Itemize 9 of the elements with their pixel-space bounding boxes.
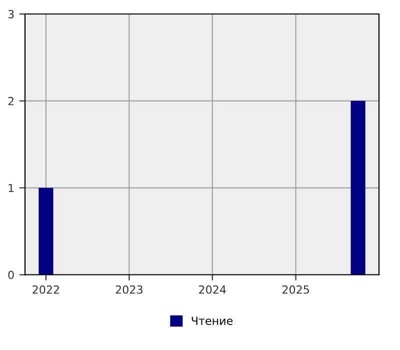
x-tick-label: 2024 bbox=[199, 285, 226, 294]
legend-label: Чтение bbox=[192, 316, 233, 325]
y-tick-label: 1 bbox=[8, 184, 14, 192]
y-tick-label: 0 bbox=[8, 270, 14, 280]
y-tick-label: 3 bbox=[8, 10, 14, 18]
x-tick-label: 2025 bbox=[282, 285, 309, 294]
x-tick-label: 2022 bbox=[32, 285, 59, 294]
y-tick-label: 2 bbox=[8, 96, 14, 106]
x-tick-label: 2023 bbox=[116, 285, 142, 294]
